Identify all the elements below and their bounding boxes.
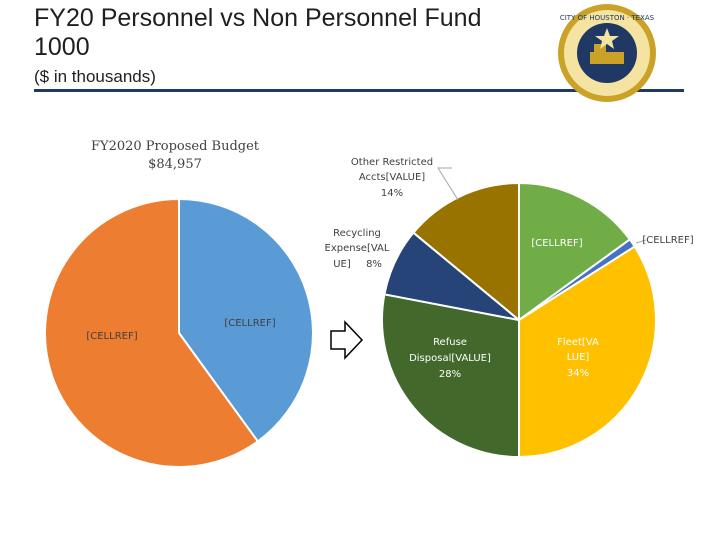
title-divider <box>34 89 684 92</box>
leader-line-other <box>437 167 459 201</box>
pie-right-label-4-line2: Expense[VAL <box>325 243 390 254</box>
pie-right-label-3-line1: Refuse <box>433 337 467 348</box>
pie-right-label-5-line2: Accts[VALUE] <box>359 172 425 183</box>
seal-text: CITY OF HOUSTON · TEXAS <box>560 14 655 22</box>
pie-left-label-1: [CELLREF] <box>86 331 137 342</box>
seal-house-icon <box>594 44 606 53</box>
right-arrow-icon <box>330 320 364 360</box>
pie-right-label-2-line1: Fleet[VA <box>557 337 599 348</box>
city-seal-logo: CITY OF HOUSTON · TEXAS <box>558 4 656 102</box>
pie-left <box>44 197 314 468</box>
pie-right-label-3-line2: Disposal[VALUE] <box>409 353 491 364</box>
seal-train-icon <box>590 52 624 64</box>
pie-right-label-4-line1: Recycling <box>333 228 381 239</box>
pie-right-slice-3 <box>381 293 520 459</box>
pie-right-label-5-pct: 14% <box>381 188 403 199</box>
pie-right-label-5-line1: Other Restricted <box>351 157 433 168</box>
pie-left-slice-0 <box>178 197 314 443</box>
pie-right-slice-0 <box>518 181 632 322</box>
pie-right-label-4-pct: 8% <box>366 259 382 270</box>
leader-line-cellref <box>635 239 647 244</box>
pie-right <box>381 181 657 459</box>
pie-right-label-3-pct: 28% <box>439 369 461 380</box>
pie-left-label-0: [CELLREF] <box>224 318 275 329</box>
pie-right-slice-5 <box>412 181 520 323</box>
pie-left-slice-1 <box>44 197 260 468</box>
pie-right-label-4-line3: UE] <box>333 259 351 270</box>
pie-right-slice-2 <box>518 245 657 459</box>
pie-right-label-0: [CELLREF] <box>531 238 582 249</box>
pie-left-total: $84,957 <box>148 157 202 172</box>
seal-star-icon <box>595 28 619 49</box>
pie-right-label-1: [CELLREF] <box>642 235 693 246</box>
page-title: FY20 Personnel vs Non Personnel Fund 100… <box>34 4 482 61</box>
pie-right-label-2-line2: LUE] <box>567 352 590 363</box>
page-subtitle: ($ in thousands) <box>34 67 156 86</box>
pie-left-title: FY2020 Proposed Budget <box>91 139 260 154</box>
pie-right-label-2-pct: 34% <box>567 368 589 379</box>
